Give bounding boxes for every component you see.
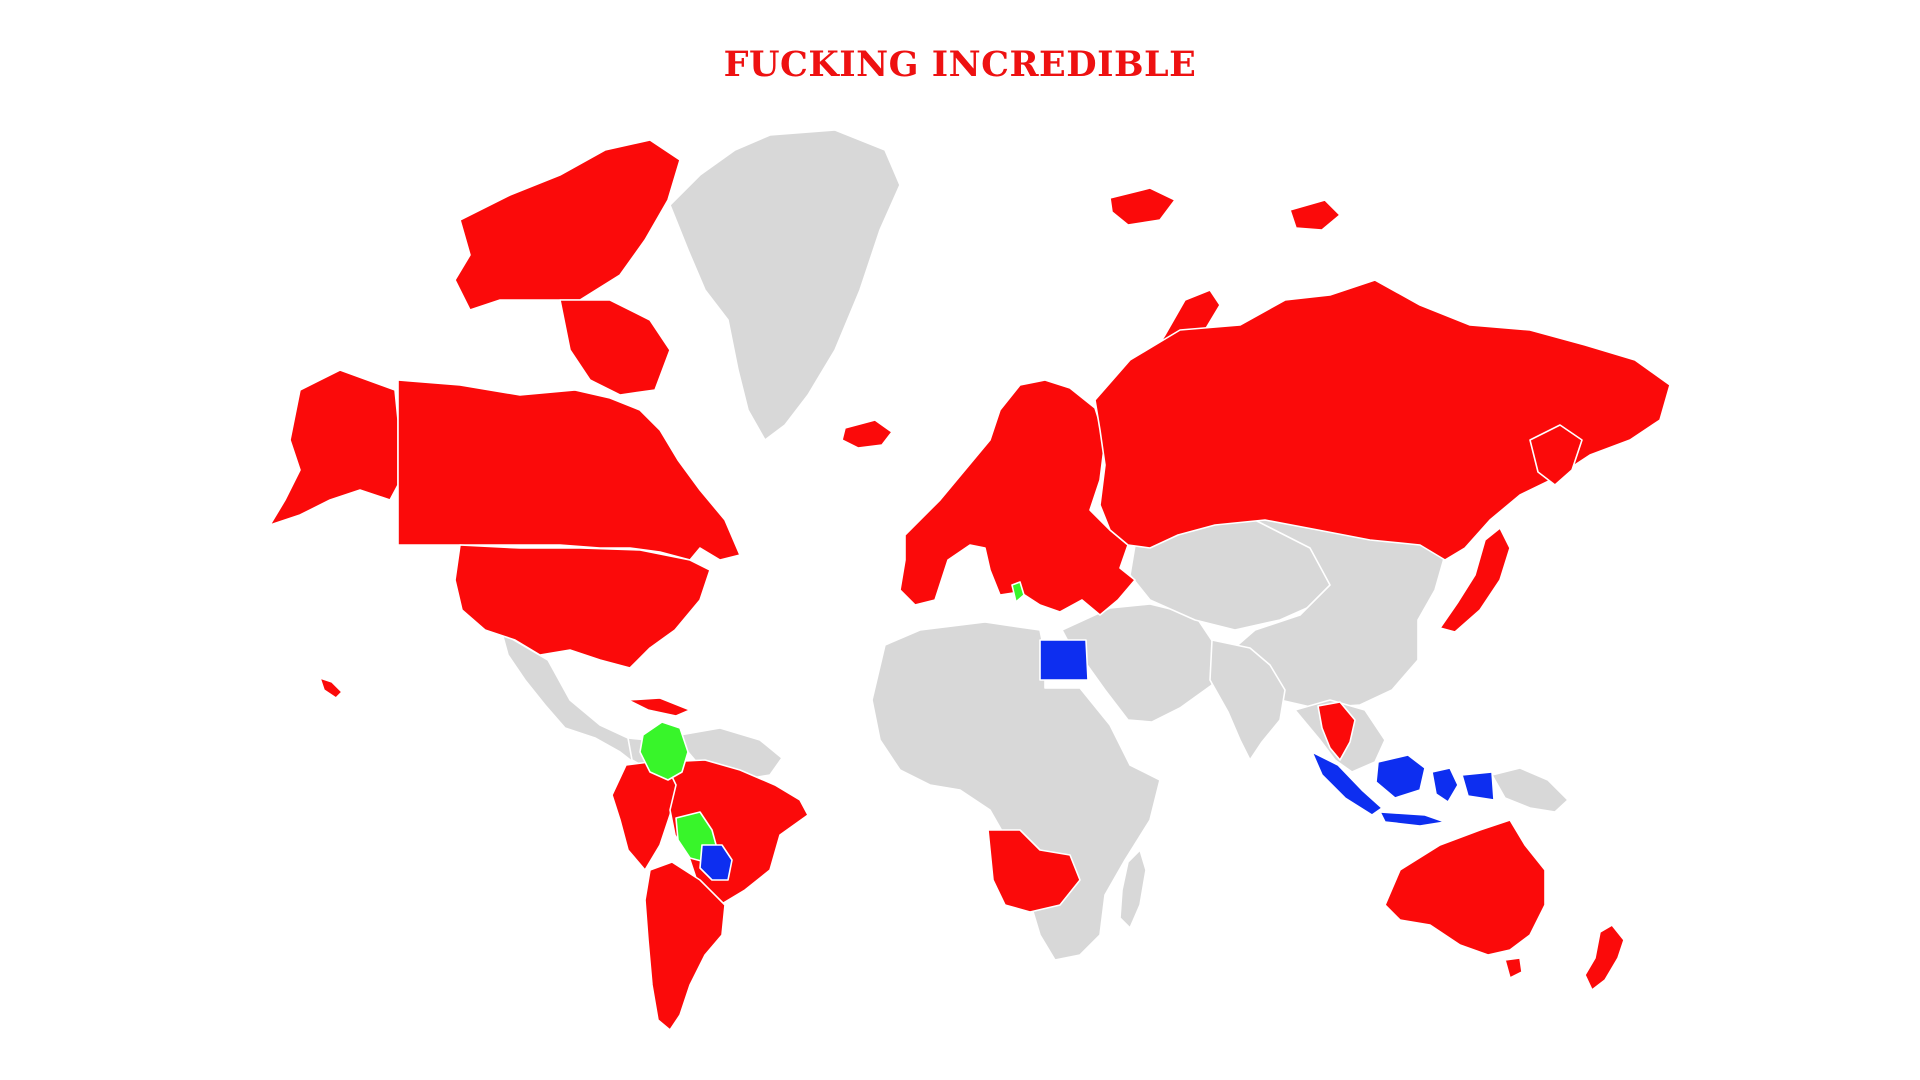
svalbard [1109, 187, 1176, 226]
japan [1439, 527, 1511, 633]
australia [1384, 819, 1546, 956]
russia [1094, 279, 1671, 561]
borneo [1375, 754, 1426, 799]
chile-argentina [644, 861, 726, 1031]
egypt [1039, 639, 1089, 681]
new-zealand [1584, 924, 1625, 991]
sumatra [1311, 751, 1383, 816]
tasmania [1504, 957, 1523, 979]
iceland [841, 419, 893, 449]
blue-regions [699, 639, 1495, 881]
papua [1491, 767, 1569, 813]
canadian-arctic-islands [454, 139, 681, 311]
alaska [269, 369, 399, 526]
red-regions [269, 139, 1671, 1031]
canada [397, 379, 741, 561]
java [1379, 811, 1446, 827]
colombia [639, 721, 689, 781]
india [1209, 639, 1286, 761]
united-states [454, 544, 711, 669]
greenland [669, 129, 901, 441]
franz-josef-land [1289, 199, 1341, 231]
hudson-bay-shore [559, 299, 671, 396]
sulawesi [1431, 767, 1459, 803]
thailand [1317, 701, 1356, 761]
paraguay [699, 844, 733, 881]
kamchatka [1529, 424, 1583, 486]
cuba [627, 697, 691, 717]
map-title: FUCKING INCREDIBLE [723, 44, 1197, 85]
europe [899, 379, 1136, 616]
west-papua [1461, 771, 1495, 801]
albania [1011, 581, 1025, 603]
south-africa [987, 829, 1081, 913]
madagascar [1119, 849, 1147, 929]
hawaii [319, 677, 343, 699]
